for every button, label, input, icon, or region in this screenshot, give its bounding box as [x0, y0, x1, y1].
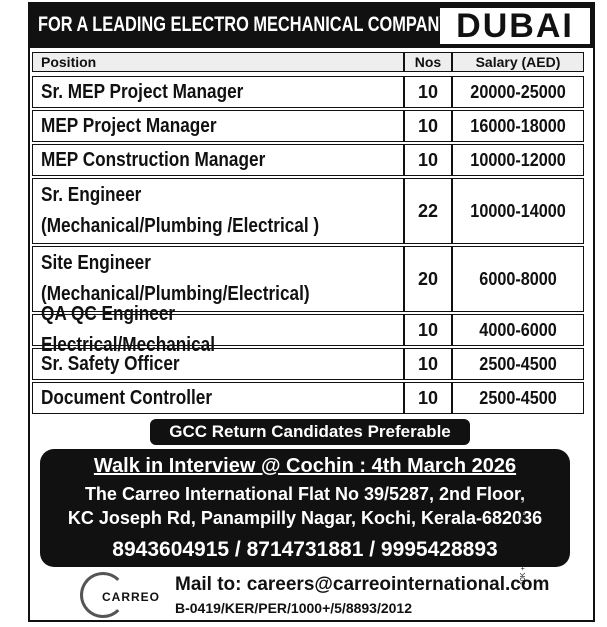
nos-cell: 10	[404, 144, 452, 176]
salary-text: 2500-4500	[479, 353, 557, 374]
header-title: FOR A LEADING ELECTRO MECHANICAL COMPANY…	[38, 13, 471, 36]
salary-cell: 10000-14000	[452, 178, 584, 244]
header-location: DUBAI	[440, 8, 590, 44]
nos-text: 20	[417, 268, 439, 289]
position-line: Site Engineer	[41, 248, 403, 279]
position-line: MEP Construction Manager	[41, 145, 403, 176]
column-header: Position	[32, 52, 404, 72]
logo-text: CARREO	[102, 590, 161, 604]
position-text: MEP Project Manager	[41, 114, 217, 137]
position-cell: MEP Construction Manager	[32, 144, 404, 176]
position-line: Sr. MEP Project Manager	[41, 77, 403, 108]
nos-cell: 20	[404, 246, 452, 312]
nos-cell: 10	[404, 110, 452, 142]
column-header: Salary (AED)	[452, 52, 584, 72]
position-text: Sr. Engineer	[41, 184, 142, 206]
address-line: KC Joseph Rd, Panampilly Nagar, Kochi, K…	[67, 508, 543, 528]
salary-text: 20000-25000	[470, 81, 566, 102]
logo-circle	[80, 572, 126, 618]
salary-text: 4000-6000	[479, 319, 557, 340]
nos-text: 10	[417, 81, 439, 102]
salary-text: 16000-18000	[470, 115, 566, 136]
position-line: Sr. Safety Officer	[41, 349, 403, 380]
nos-cell: 10	[404, 382, 452, 414]
position-text: Document Controller	[41, 386, 213, 409]
position-line: (Mechanical/Plumbing/Electrical)	[41, 279, 403, 310]
position-text: Sr. MEP Project Manager	[41, 80, 244, 103]
column-header: Nos	[404, 52, 452, 72]
salary-cell: 10000-12000	[452, 144, 584, 176]
nos-text: 10	[417, 149, 439, 170]
position-cell: Document Controller	[32, 382, 404, 414]
position-text: (Mechanical/Plumbing/Electrical)	[41, 283, 310, 305]
mail: Mail to: careers@carreointernational.com	[175, 574, 550, 595]
nos-cell: 10	[404, 76, 452, 108]
address-line: The Carreo International Flat No 39/5287…	[84, 484, 526, 504]
nos-cell: 10	[404, 314, 452, 346]
position-cell: MEP Project Manager	[32, 110, 404, 142]
nos-cell: 10	[404, 348, 452, 380]
nos-text: 22	[417, 200, 439, 221]
salary-text: 2500-4500	[479, 387, 557, 408]
interview-title: Walk in Interview @ Cochin : 4th March 2…	[93, 455, 517, 477]
position-line: QA QC Engineer Electrical/Mechanical	[41, 299, 403, 361]
salary-cell: 6000-8000	[452, 246, 584, 312]
position-text: MEP Construction Manager	[41, 148, 266, 171]
position-cell: Sr. Engineer (Mechanical/Plumbing /Electr…	[32, 178, 404, 244]
salary-cell: 20000-25000	[452, 76, 584, 108]
salary-cell: 4000-6000	[452, 314, 584, 346]
interview-box	[40, 449, 570, 567]
salary-text: 10000-14000	[470, 200, 566, 221]
position-text: (Mechanical/Plumbing /Electrical )	[41, 215, 320, 237]
position-cell: Site Engineer (Mechanical/Plumbing/Electr…	[32, 246, 404, 312]
position-line: Document Controller	[41, 383, 403, 414]
column-header-text: Position	[41, 54, 97, 70]
position-cell: Sr. MEP Project Manager	[32, 76, 404, 108]
position-line: MEP Project Manager	[41, 111, 403, 142]
position-text: Sr. Safety Officer	[41, 352, 180, 375]
position-line: Sr. Engineer	[41, 180, 403, 211]
nos-text: 10	[417, 319, 439, 340]
column-header-text: Salary (AED)	[475, 54, 561, 70]
position-text: QA QC Engineer Electrical/Mechanical	[41, 303, 216, 356]
phones: 8943604915 / 8714731881 / 9995428893	[112, 538, 498, 561]
position-text: Site Engineer	[41, 252, 151, 274]
position-line: (Mechanical/Plumbing /Electrical )	[41, 211, 403, 242]
position-cell: Sr. Safety Officer	[32, 348, 404, 380]
service-charge: 10K + GST Service Charge	[520, 500, 527, 585]
column-header-text: Nos	[414, 54, 442, 70]
salary-cell: 16000-18000	[452, 110, 584, 142]
nos-text: 10	[417, 353, 439, 374]
salary-text: 10000-12000	[470, 149, 566, 170]
position-cell: QA QC Engineer Electrical/Mechanical	[32, 303, 404, 356]
nos-text: 10	[417, 115, 439, 136]
license: B-0419/KER/PER/1000+/5/8893/2012	[175, 600, 412, 616]
nos-cell: 22	[404, 178, 452, 244]
nos-text: 10	[417, 387, 439, 408]
note-pill: GCC Return Candidates Preferable	[150, 419, 470, 445]
frame	[28, 2, 595, 622]
salary-text: 6000-8000	[479, 268, 557, 289]
salary-cell: 2500-4500	[452, 382, 584, 414]
salary-cell: 2500-4500	[452, 348, 584, 380]
